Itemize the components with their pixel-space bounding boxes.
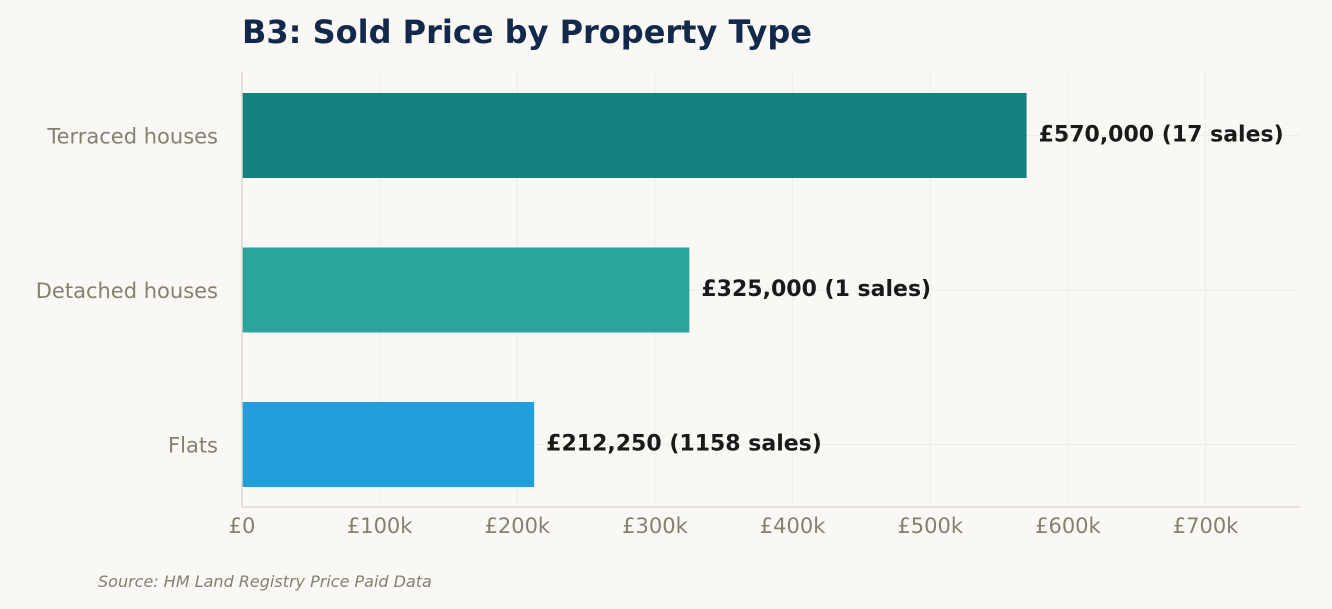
bars <box>242 93 1027 487</box>
axes <box>241 72 1300 508</box>
bar-value-label: £570,000 (17 sales) <box>1039 123 1284 148</box>
x-tick-label: £100k <box>347 514 413 538</box>
x-tick-label: £600k <box>1035 514 1101 538</box>
bar <box>242 247 690 333</box>
labels: £0 £100k £200k £300k £400k £500k £600k £700k Ter… <box>36 123 1284 539</box>
chart-title: B3: Sold Price by Property Type <box>242 13 812 51</box>
category-label: Terraced houses <box>46 125 218 149</box>
x-tick-label: £500k <box>897 514 963 538</box>
source-note: Source: HM Land Registry Price Paid Data <box>98 572 432 591</box>
bar <box>242 402 535 487</box>
bar <box>242 93 1027 178</box>
x-tick-label: £700k <box>1173 514 1239 538</box>
x-tick-label: £200k <box>484 514 550 538</box>
category-label: Flats <box>168 434 218 458</box>
x-tick-label: £300k <box>622 514 688 538</box>
bar-value-label: £325,000 (1 sales) <box>701 277 931 302</box>
x-tick-label: £0 <box>229 514 256 538</box>
bar-value-label: £212,250 (1158 sales) <box>546 432 822 457</box>
x-tick-label: £400k <box>760 514 826 538</box>
category-label: Detached houses <box>36 279 218 303</box>
